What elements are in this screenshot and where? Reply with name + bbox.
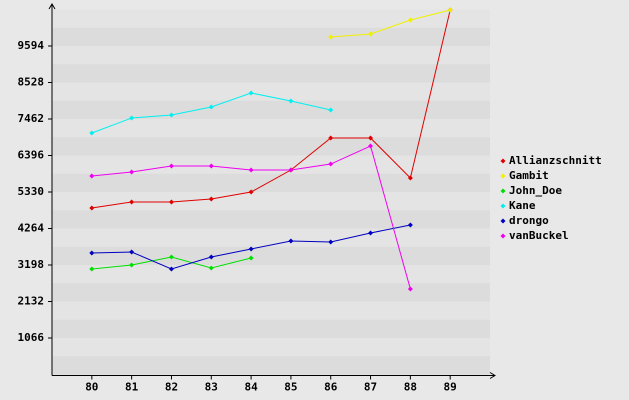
- plot-stripe: [52, 265, 490, 284]
- data-point: [89, 173, 95, 179]
- plot-stripe: [52, 246, 490, 265]
- data-point: [168, 112, 174, 118]
- plot-stripe: [52, 301, 490, 320]
- series-line: [91, 9, 451, 209]
- y-tick-label: 7462: [18, 112, 45, 125]
- y-tick-label: 9594: [18, 39, 45, 52]
- plot-stripe: [52, 283, 490, 302]
- legend-marker: [500, 218, 506, 224]
- data-point: [129, 262, 135, 268]
- data-point: [248, 246, 254, 252]
- data-point: [248, 189, 254, 195]
- legend-label: Allianzschnitt: [509, 154, 602, 167]
- plot-stripe: [52, 27, 490, 46]
- data-point: [288, 98, 294, 104]
- data-point: [248, 255, 254, 261]
- y-tick-label: 6396: [18, 149, 45, 162]
- x-tick-label: 81: [125, 381, 139, 394]
- data-point: [89, 250, 95, 256]
- x-tick-label: 85: [284, 381, 297, 394]
- x-tick-label: 86: [324, 381, 338, 394]
- data-point: [89, 266, 95, 272]
- y-tick-label: 5330: [18, 185, 45, 198]
- plot-stripe: [52, 137, 490, 156]
- y-tick-label: 8528: [18, 76, 45, 89]
- data-point: [368, 230, 374, 236]
- y-tick-label: 4264: [18, 222, 45, 235]
- data-point: [168, 266, 174, 272]
- plot-stripe: [52, 173, 490, 192]
- data-point: [168, 254, 174, 260]
- data-point: [248, 167, 254, 173]
- x-tick-label: 83: [205, 381, 218, 394]
- legend-label: Kane: [509, 199, 536, 212]
- series-line: [330, 9, 451, 38]
- x-tick-label: 89: [444, 381, 457, 394]
- legend-label: drongo: [509, 214, 549, 227]
- data-point: [368, 135, 374, 141]
- plot-stripe: [52, 9, 490, 28]
- data-point: [208, 196, 214, 202]
- data-point: [328, 135, 334, 141]
- y-tick-label: 3198: [18, 258, 45, 271]
- x-tick-label: 84: [244, 381, 258, 394]
- data-point: [129, 169, 135, 175]
- plot-stripe: [52, 319, 490, 338]
- data-point: [368, 31, 374, 37]
- legend-marker: [500, 188, 506, 194]
- data-point: [129, 115, 135, 121]
- data-point: [129, 199, 135, 205]
- legend-marker: [500, 203, 506, 209]
- legend-marker: [500, 173, 506, 179]
- data-point: [129, 249, 135, 255]
- plot-stripe: [52, 100, 490, 119]
- plot-stripe: [52, 192, 490, 211]
- x-tick-label: 82: [165, 381, 178, 394]
- data-point: [89, 205, 95, 211]
- legend-label: John_Doe: [509, 184, 562, 197]
- plot-stripe: [52, 155, 490, 174]
- data-point: [208, 254, 214, 260]
- data-point: [208, 163, 214, 169]
- data-point: [328, 239, 334, 245]
- x-tick-label: 80: [85, 381, 98, 394]
- y-axis-arrow: [48, 3, 56, 10]
- plot-stripe: [52, 210, 490, 229]
- x-tick-label: 88: [404, 381, 417, 394]
- x-axis-arrow: [489, 372, 496, 379]
- data-point: [368, 143, 374, 149]
- data-point: [407, 175, 413, 181]
- plot-stripe: [52, 338, 490, 357]
- x-tick-label: 87: [364, 381, 377, 394]
- data-point: [168, 163, 174, 169]
- data-point: [407, 286, 413, 292]
- data-point: [407, 222, 413, 228]
- legend-label: vanBuckel: [509, 229, 569, 242]
- legend-label: Gambit: [509, 169, 549, 182]
- plot-stripe: [52, 82, 490, 101]
- legend-marker: [500, 158, 506, 164]
- y-tick-label: 2132: [18, 295, 45, 308]
- legend-marker: [500, 233, 506, 239]
- data-point: [328, 161, 334, 167]
- data-point: [328, 107, 334, 113]
- plot-stripe: [52, 119, 490, 138]
- data-point: [208, 104, 214, 110]
- y-tick-label: 1066: [18, 331, 45, 344]
- data-point: [288, 167, 294, 173]
- data-point: [248, 90, 254, 96]
- data-point: [407, 17, 413, 23]
- plot-stripe: [52, 46, 490, 65]
- plot-stripe: [52, 64, 490, 83]
- data-point: [168, 199, 174, 205]
- data-point: [208, 265, 214, 271]
- plot-stripe: [52, 356, 490, 375]
- data-point: [288, 238, 294, 244]
- plot-stripe: [52, 228, 490, 247]
- data-point: [447, 7, 453, 13]
- data-point: [328, 34, 334, 40]
- data-point: [89, 130, 95, 136]
